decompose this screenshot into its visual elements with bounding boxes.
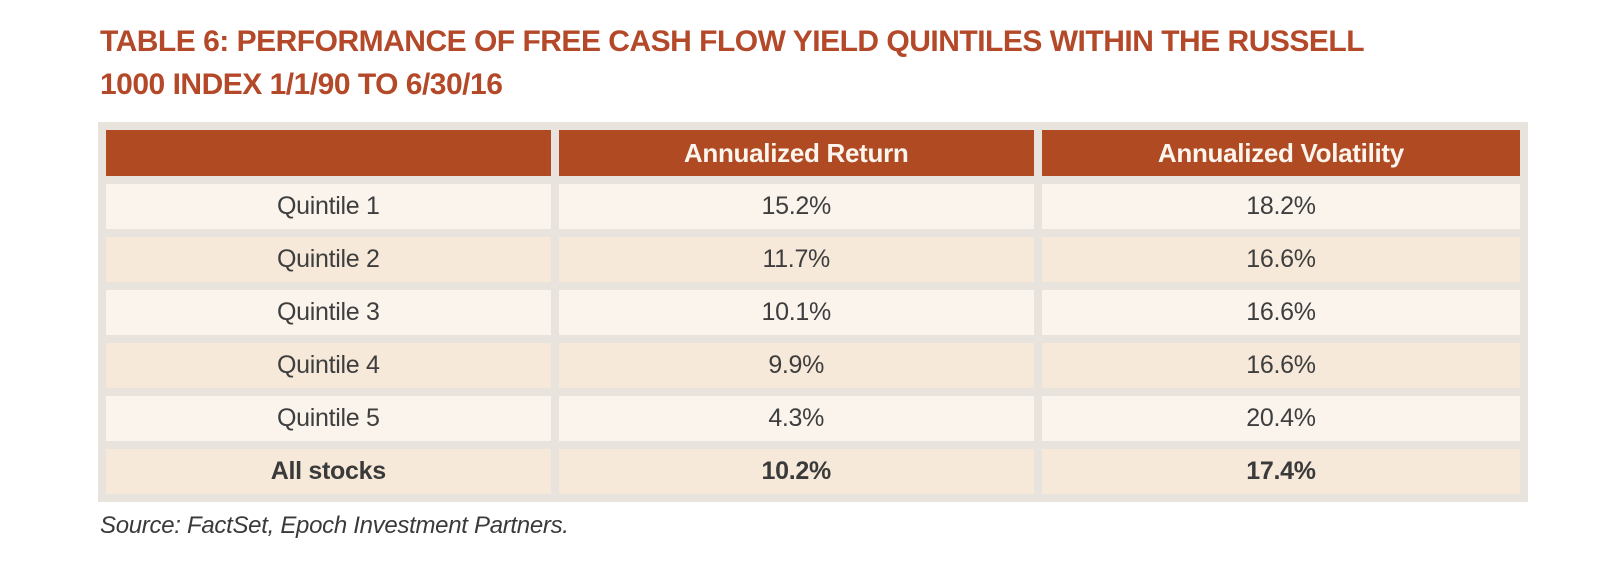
column-header-annualized-volatility: Annualized Volatility [1041, 130, 1520, 176]
table-header-row: Annualized Return Annualized Volatility [106, 130, 1520, 176]
table-title-line-1: TABLE 6: PERFORMANCE OF FREE CASH FLOW Y… [100, 25, 1365, 58]
document-page: TABLE 6: PERFORMANCE OF FREE CASH FLOW Y… [98, 20, 1528, 540]
source-note: Source: FactSet, Epoch Investment Partne… [100, 512, 569, 539]
annualized-return-value: 4.3% [558, 396, 1034, 441]
annualized-volatility-value: 16.6% [1041, 237, 1520, 282]
table-row-quintile-2: Quintile 2 11.7% 16.6% [106, 237, 1520, 282]
column-header-annualized-return: Annualized Return [558, 130, 1034, 176]
row-label: Quintile 4 [106, 343, 551, 388]
annualized-volatility-value: 17.4% [1041, 449, 1520, 494]
annualized-volatility-value: 18.2% [1041, 184, 1520, 229]
table-row-all-stocks: All stocks 10.2% 17.4% [106, 449, 1520, 494]
table-row-quintile-1: Quintile 1 15.2% 18.2% [106, 184, 1520, 229]
annualized-return-value: 9.9% [558, 343, 1034, 388]
column-header-empty [106, 130, 551, 176]
table-row-quintile-3: Quintile 3 10.1% 16.6% [106, 290, 1520, 335]
annualized-volatility-value: 16.6% [1041, 343, 1520, 388]
annualized-return-value: 10.2% [558, 449, 1034, 494]
row-label: Quintile 2 [106, 237, 551, 282]
table-row-quintile-5: Quintile 5 4.3% 20.4% [106, 396, 1520, 441]
row-label: Quintile 1 [106, 184, 551, 229]
row-label: Quintile 5 [106, 396, 551, 441]
row-label: Quintile 3 [106, 290, 551, 335]
table-title: TABLE 6: PERFORMANCE OF FREE CASH FLOW Y… [100, 20, 1528, 106]
table-header: Annualized Return Annualized Volatility [106, 130, 1520, 176]
row-label: All stocks [106, 449, 551, 494]
table-row-quintile-4: Quintile 4 9.9% 16.6% [106, 343, 1520, 388]
table-body: Quintile 1 15.2% 18.2% Quintile 2 11.7% … [106, 184, 1520, 494]
annualized-return-value: 15.2% [558, 184, 1034, 229]
performance-table: Annualized Return Annualized Volatility … [98, 122, 1528, 502]
annualized-volatility-value: 20.4% [1041, 396, 1520, 441]
annualized-volatility-value: 16.6% [1041, 290, 1520, 335]
table-title-line-2: 1000 INDEX 1/1/90 TO 6/30/16 [100, 68, 503, 101]
annualized-return-value: 11.7% [558, 237, 1034, 282]
annualized-return-value: 10.1% [558, 290, 1034, 335]
